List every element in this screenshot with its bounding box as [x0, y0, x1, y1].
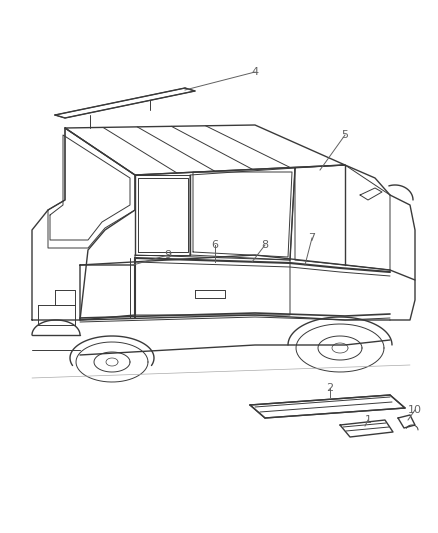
Text: 6: 6 — [212, 240, 219, 250]
Text: 7: 7 — [308, 233, 315, 243]
Text: 8: 8 — [261, 240, 268, 250]
Text: 4: 4 — [251, 67, 258, 77]
Text: 2: 2 — [326, 383, 334, 393]
Text: 9: 9 — [164, 250, 172, 260]
Text: 5: 5 — [342, 130, 349, 140]
Text: 10: 10 — [408, 405, 422, 415]
Text: 1: 1 — [364, 415, 371, 425]
